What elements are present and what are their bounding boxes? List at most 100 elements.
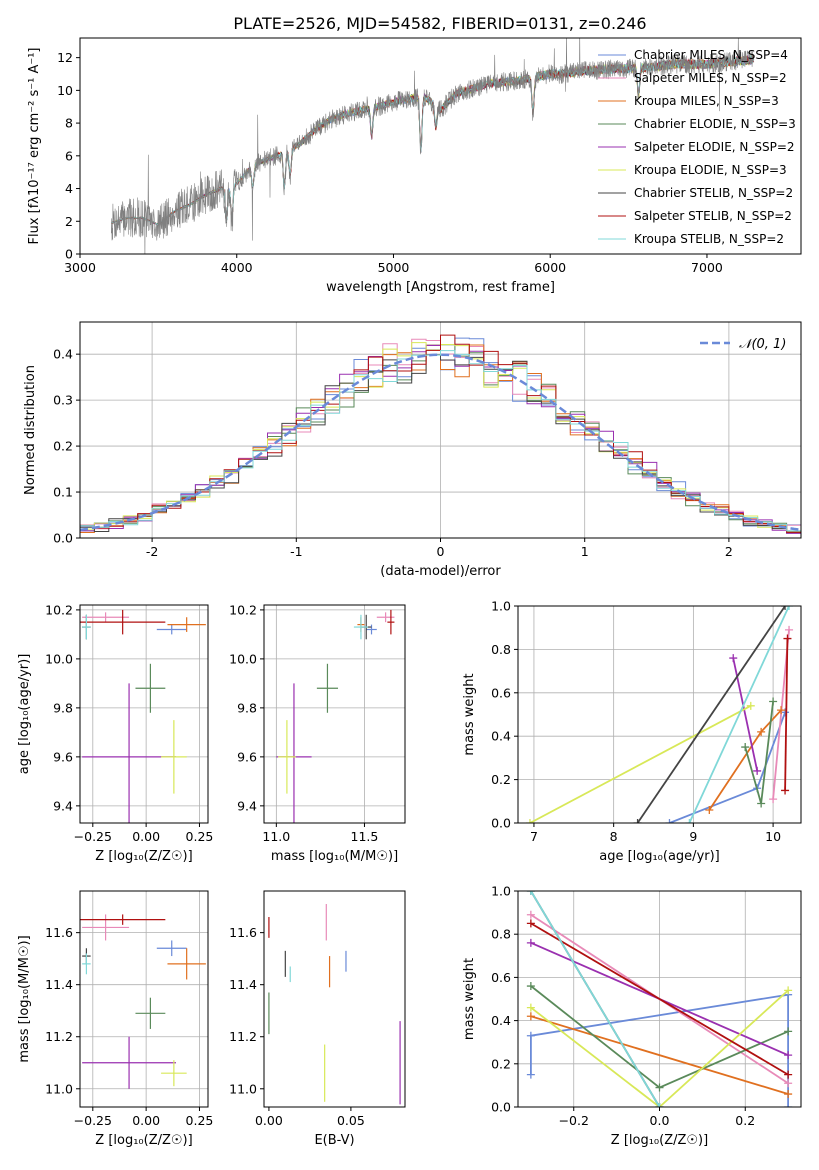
mass-vs-Z-xtick-label-0: −0.25 [74,1113,112,1128]
weight-vs-Z-ytick-label-5: 1.0 [491,884,511,899]
spectrum-legend-label-8: Kroupa STELIB, N_SSP=2 [634,232,784,246]
mass-vs-ebv-ytick-label-3: 11.6 [229,925,257,940]
weight-vs-age-plot-area [525,606,794,823]
age-vs-mass-point-5 [278,720,296,794]
mass-vs-Z-point-7 [80,914,166,925]
mass-vs-ebv-frame-rect [263,890,406,1108]
mass-vs-ebv-xtick-label-0: 0.00 [255,1113,283,1128]
weight-vs-age-marker-8-0 [685,819,694,823]
mass-vs-ebv-ytick-label-2: 11.4 [229,977,257,992]
age-vs-mass-point-7 [387,609,395,635]
spectrum-data [111,38,755,254]
weight-vs-Z-ytick-label-3: 0.6 [491,970,511,985]
age-vs-Z-xtick-label-0: −0.25 [74,829,112,844]
weight-vs-age-ylabel: mass weight [462,673,477,755]
spectrum-xtick-label-0: 3000 [64,260,96,275]
spectrum-ytick-label-0: 0 [65,247,73,262]
age-vs-mass-frame-rect [263,604,406,824]
weight-vs-Z-marker-0-1 [526,1031,535,1040]
weight-vs-Z-series-5 [530,989,789,1107]
age-vs-Z-point-8 [82,614,91,640]
weight-vs-Z-xtick-label-1: 0.0 [650,1113,670,1128]
age-vs-mass-ytick-label-2: 9.8 [237,700,257,715]
mass-vs-Z-point-1 [82,914,130,941]
weight-vs-age-marker-7-1 [783,634,792,643]
spectrum-legend-label-7: Salpeter STELIB, N_SSP=2 [634,209,792,223]
figure-title: PLATE=2526, MJD=54582, FIBERID=0131, z=0… [233,14,646,33]
age-vs-mass-ytick-label-3: 10.0 [229,651,257,666]
age-vs-Z-xlabel: Z [log₁₀(Z/Z☉)] [95,849,192,864]
weight-vs-Z-ylabel: mass weight [462,958,477,1040]
age-vs-Z-point-5 [161,720,187,794]
residuals-legend-label: 𝒩(0, 1) [739,337,786,352]
weight-vs-Z-series-2 [530,1015,789,1095]
mass-vs-Z-plot-area [80,914,206,1089]
mass-vs-Z-ytick-label-1: 11.2 [45,1029,73,1044]
weight-vs-age-marker-6-1 [781,606,790,610]
age-vs-mass-ytick-label-0: 9.4 [237,798,257,813]
weight-vs-age-series-5 [529,705,752,823]
residuals-xtick-label-1: -1 [290,544,302,559]
mass-vs-ebv-plot-area [268,904,401,1105]
weight-vs-age-marker-1-0 [769,795,778,804]
residuals-xtick-label-4: 2 [725,544,733,559]
weight-vs-Z-plot-area [526,891,793,1107]
weight-vs-age-marker-3-1 [757,799,766,808]
weight-vs-Z-xtick-label-0: −0.2 [559,1113,589,1128]
weight-vs-age-ytick-label-5: 1.0 [491,599,511,614]
mass-vs-Z-xtick-label-1: 0.00 [132,1113,160,1128]
weight-vs-age-marker-3-0 [741,743,750,752]
residuals-frame: -2 -1 0 1 2 0.0 0.1 0.2 0.3 0.4 (data-model)/error… [23,321,802,579]
spectrum-plot-area [110,38,755,254]
weight-vs-Z-marker-3-0 [526,982,535,991]
weight-vs-Z-marker-2-0 [526,1012,535,1021]
residuals-ytick-label-3: 0.3 [53,393,73,408]
weight-vs-Z-ytick-label-1: 0.2 [491,1056,511,1071]
mass-vs-ebv-frame: 0.00 0.05 11.0 11.2 11.4 11.6 E(B-V) [229,890,406,1148]
age-vs-Z-point-3 [135,663,166,713]
weight-vs-Z-marker-3-2 [784,1027,793,1036]
spectrum-ytick-label-6: 12 [57,50,73,65]
weight-vs-Z-xlabel: Z [log₁₀(Z/Z☉)] [611,1133,708,1148]
spectrum-legend-label-4: Salpeter ELODIE, N_SSP=2 [634,140,795,154]
spectrum-legend-label-0: Chabrier MILES, N_SSP=4 [634,48,788,62]
mass-vs-ebv-ytick-label-0: 11.0 [229,1081,257,1096]
age-vs-Z-point-0 [156,624,187,635]
spectrum-frame-rect [79,37,802,255]
age-vs-Z-xtick-label-2: 0.25 [186,829,214,844]
residuals-ytick-label-1: 0.1 [53,485,73,500]
residuals-xtick-label-0: -2 [146,544,158,559]
weight-vs-age-marker-4-1 [753,766,762,775]
weight-vs-Z-marker-5-2 [784,986,793,995]
weight-vs-age-marker-8-1 [785,606,794,610]
weight-vs-age-ytick-label-2: 0.4 [491,729,511,744]
age-vs-Z-ytick-label-3: 10.0 [45,651,73,666]
spectrum-ytick-label-2: 4 [65,181,73,196]
weight-vs-age-marker-0-0 [665,819,674,823]
mass-vs-Z-ylabel: mass [log₁₀(M/M☉)] [17,935,32,1062]
weight-vs-Z-series-7 [530,922,789,1076]
age-vs-mass-point-3 [316,663,339,713]
spectrum-legend-label-5: Kroupa ELODIE, N_SSP=3 [634,163,787,177]
mass-vs-Z-point-8 [82,953,91,975]
weight-vs-Z-series-0 [530,993,789,1107]
spectrum-ylabel: Flux [fλ10⁻¹⁷ erg cm⁻² s⁻¹ A⁻¹] [27,48,42,245]
mass-vs-Z-ytick-label-2: 11.4 [45,977,73,992]
weight-vs-age-marker-1-1 [785,625,794,634]
residuals-xtick-label-3: 1 [581,544,589,559]
mass-vs-Z-ytick-label-3: 11.6 [45,925,73,940]
age-vs-Z-point-7 [80,609,166,635]
weight-vs-age-ytick-label-0: 0.0 [491,816,511,831]
age-vs-mass-point-0 [366,624,377,635]
residuals-ytick-label-0: 0.0 [53,531,73,546]
weight-vs-age-frame: 7 8 9 10 0.0 0.2 0.4 0.6 0.8 1.0 age [log₁₀(age/yr… [462,599,802,864]
mass-vs-Z-point-2 [167,948,206,980]
spectrum-legend-label-6: Chabrier STELIB, N_SSP=2 [634,186,793,200]
weight-vs-age-marker-3-2 [769,697,778,706]
mass-vs-ebv-ytick-label-1: 11.2 [229,1029,257,1044]
weight-vs-age-marker-2-1 [757,727,766,736]
weight-vs-age-series-6 [636,606,786,823]
weight-vs-age-marker-5-0 [525,819,534,823]
weight-vs-age-xtick-label-0: 7 [530,829,538,844]
